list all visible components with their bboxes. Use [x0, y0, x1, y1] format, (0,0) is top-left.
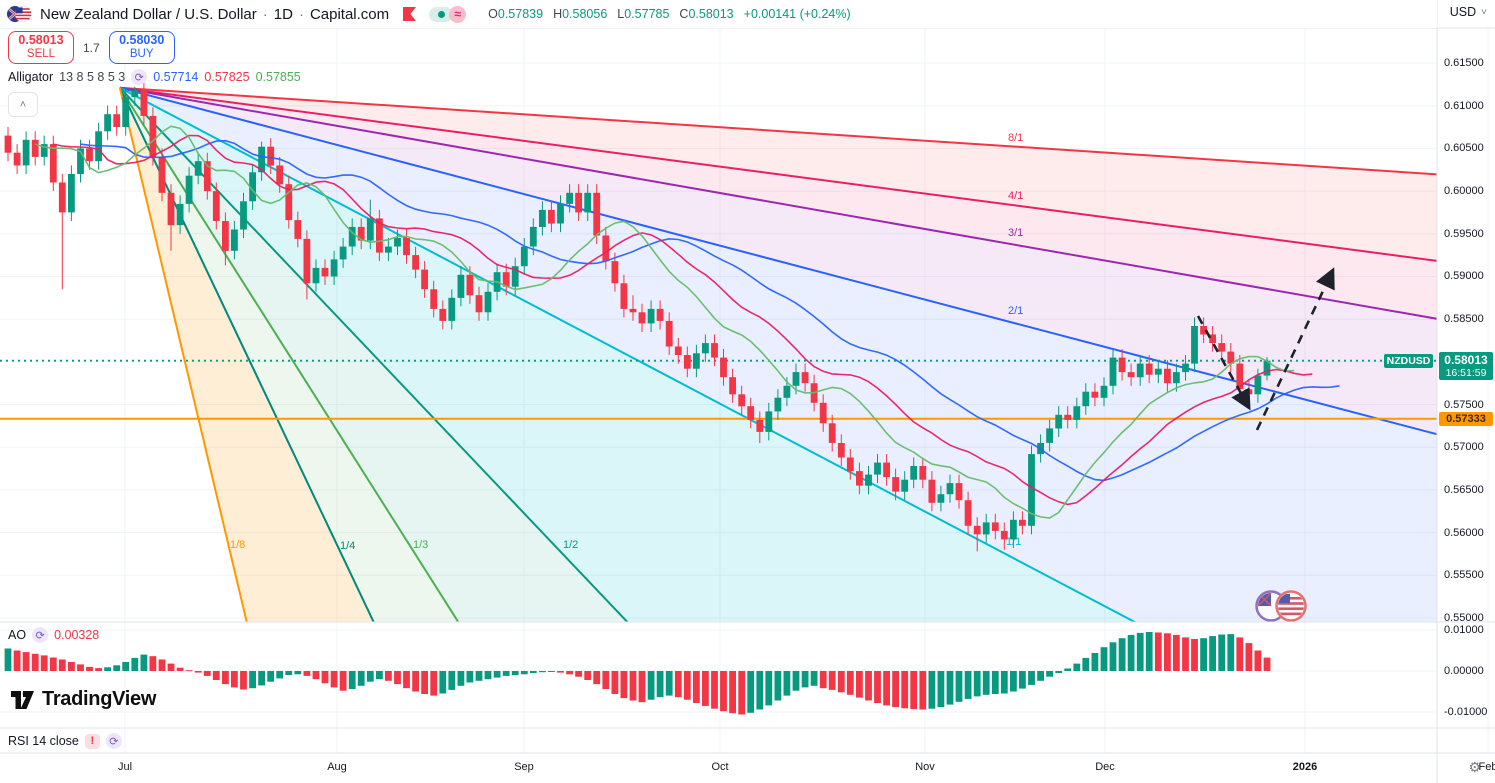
title-separator: ·: [298, 5, 304, 23]
approx-data-icon[interactable]: ≈: [449, 5, 467, 23]
gann-label-3-1: 3/1: [1008, 227, 1023, 239]
currency-selector[interactable]: USD ˅: [1450, 5, 1487, 19]
gann-label-1-2: 1/2: [563, 539, 578, 551]
price-tick-label: 0.61000: [1444, 100, 1484, 112]
tradingview-mark-icon: [11, 690, 34, 709]
price-tick-label: 0.59500: [1444, 228, 1484, 240]
price-tick-label: 0.60500: [1444, 142, 1484, 154]
pullback-arrow: [1196, 315, 1251, 411]
timeframe-label[interactable]: 1D: [273, 5, 293, 23]
open-value: 0.57839: [497, 7, 544, 21]
symbol-watermark-icon: [1255, 590, 1307, 622]
refresh-icon[interactable]: ⟳: [131, 69, 148, 85]
symbol-price-label: NZDUSD: [1384, 354, 1433, 368]
sell-button[interactable]: 0.58013 SELL: [8, 31, 74, 64]
refresh-icon[interactable]: ⟳: [32, 627, 49, 643]
price-tick-label: 0.55000: [1444, 612, 1484, 624]
trade-panel: 0.58013 SELL 1.7 0.58030 BUY: [8, 31, 175, 64]
spread-value: 1.7: [83, 40, 100, 55]
time-tick-label: Nov: [915, 761, 935, 773]
tradingview-logo[interactable]: TradingView: [10, 688, 156, 711]
alligator-params: 13 8 5 8 5 3: [59, 70, 126, 84]
change-value: +0.00141 (+0.24%): [743, 7, 851, 21]
timezone-settings-icon[interactable]: ⚙: [1468, 759, 1481, 775]
price-tick-label: 0.57000: [1444, 441, 1484, 453]
rsi-name[interactable]: RSI 14 close: [8, 734, 79, 748]
bar-countdown: 16:51:59: [1445, 367, 1487, 379]
price-tick-label: 0.56000: [1444, 527, 1484, 539]
projection-arrow: [1255, 267, 1335, 431]
symbol-flags-icon: [6, 4, 32, 24]
gann-label-1-1: 1/1: [1006, 536, 1021, 548]
alligator-legend: Alligator 13 8 5 8 5 3 ⟳ 0.57714 0.57825…: [8, 69, 301, 85]
ao-legend: AO ⟳ 0.00328: [8, 627, 99, 643]
gann-label-8-1: 8/1: [1008, 132, 1023, 144]
time-tick-label: Jul: [117, 761, 133, 773]
time-tick-label: Dec: [1095, 761, 1115, 773]
ao-value: 0.00328: [54, 628, 100, 642]
time-tick-label: 2026: [1292, 761, 1318, 773]
price-tick-label: 0.56500: [1444, 484, 1484, 496]
sell-label: SELL: [26, 48, 56, 61]
alert-price-badge: 0.57333: [1439, 412, 1493, 426]
buy-button[interactable]: 0.58030 BUY: [108, 31, 175, 64]
alligator-name[interactable]: Alligator: [8, 70, 54, 84]
alligator-lips-value: 0.57855: [255, 70, 301, 84]
ao-tick-label: 0.00000: [1444, 665, 1484, 677]
ao-tick-label: 0.01000: [1444, 624, 1484, 636]
gann-label-2-1: 2/1: [1008, 305, 1023, 317]
title-separator: ·: [262, 5, 268, 23]
close-value: 0.58013: [688, 7, 734, 21]
time-tick-label: Feb: [1478, 761, 1495, 773]
buy-price: 0.58030: [119, 33, 165, 48]
gann-label-4-1: 4/1: [1008, 190, 1023, 202]
high-value: 0.58056: [562, 7, 608, 21]
price-tick-label: 0.59000: [1444, 270, 1484, 282]
time-tick-label: Sep: [514, 761, 534, 773]
time-tick-label: Oct: [711, 761, 729, 773]
warning-icon[interactable]: !: [84, 733, 100, 749]
rsi-legend: RSI 14 close ! ⟳: [8, 733, 122, 749]
symbol-title[interactable]: New Zealand Dollar / U.S. Dollar · 1D · …: [40, 6, 389, 23]
broker-label: Capital.com: [309, 5, 390, 23]
price-tick-label: 0.55500: [1444, 569, 1484, 581]
high-label: H: [553, 7, 563, 21]
ao-name[interactable]: AO: [8, 628, 27, 642]
currency-label: USD: [1449, 5, 1477, 19]
low-label: L: [617, 7, 625, 21]
ohlc-row: O0.57839 H0.58056 L0.57785 C0.58013 +0.0…: [488, 7, 851, 21]
pane-collapse-button[interactable]: ˄: [8, 92, 38, 117]
gann-label-1-3: 1/3: [413, 539, 428, 551]
capital-logo-icon: [403, 7, 417, 21]
market-status-icon[interactable]: [429, 6, 454, 22]
open-label: O: [488, 7, 498, 21]
alligator-teeth-value: 0.57825: [204, 70, 250, 84]
toolbar: New Zealand Dollar / U.S. Dollar · 1D · …: [0, 0, 1437, 28]
price-tick-label: 0.61500: [1444, 57, 1484, 69]
refresh-icon[interactable]: ⟳: [105, 733, 122, 749]
last-price-badge: 0.58013 16:51:59: [1439, 352, 1493, 380]
price-tick-label: 0.58500: [1444, 313, 1484, 325]
price-tick-label: 0.57500: [1444, 399, 1484, 411]
chevron-down-icon: ˅: [1481, 6, 1487, 18]
price-tick-label: 0.60000: [1444, 185, 1484, 197]
sell-price: 0.58013: [18, 33, 64, 48]
alligator-jaw-value: 0.57714: [153, 70, 199, 84]
close-label: C: [679, 7, 689, 21]
tradingview-wordmark: TradingView: [42, 688, 157, 710]
symbol-name: New Zealand Dollar / U.S. Dollar: [40, 5, 257, 23]
low-value: 0.57785: [624, 7, 670, 21]
gann-label-1-4: 1/4: [340, 540, 355, 552]
time-tick-label: Aug: [327, 761, 347, 773]
ao-tick-label: -0.01000: [1444, 706, 1488, 718]
last-price-value: 0.58013: [1444, 353, 1488, 367]
gann-label-1-8: 1/8: [230, 539, 245, 551]
buy-label: BUY: [129, 48, 154, 61]
